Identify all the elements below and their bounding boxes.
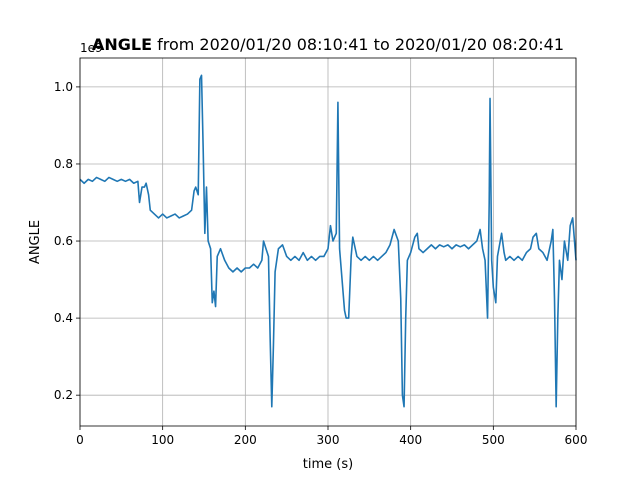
x-tick-label: 300 — [317, 433, 340, 447]
title-rest: from 2020/01/20 08:10:41 to 2020/01/20 0… — [157, 35, 564, 54]
y-tick-label: 0.4 — [54, 311, 73, 325]
y-offset-label: 1e9 — [80, 41, 103, 55]
x-tick-label: 0 — [76, 433, 84, 447]
x-tick-label: 200 — [234, 433, 257, 447]
x-tick-label: 500 — [482, 433, 505, 447]
data-line — [79, 74, 577, 408]
y-tick-label: 0.8 — [54, 157, 73, 171]
chart-title: ANGLE from 2020/01/20 08:10:41 to 2020/0… — [92, 35, 564, 54]
y-tick-label: 0.2 — [54, 388, 73, 402]
y-axis-label: ANGLE — [28, 220, 43, 264]
x-tick-label: 100 — [151, 433, 174, 447]
x-axis-label: time (s) — [303, 457, 353, 472]
y-tick-label: 0.6 — [54, 234, 73, 248]
title-bold: ANGLE — [92, 35, 152, 54]
x-tick-label: 400 — [399, 433, 422, 447]
x-tick-label: 600 — [565, 433, 588, 447]
plot-frame — [79, 57, 577, 427]
y-tick-label: 1.0 — [54, 80, 73, 94]
